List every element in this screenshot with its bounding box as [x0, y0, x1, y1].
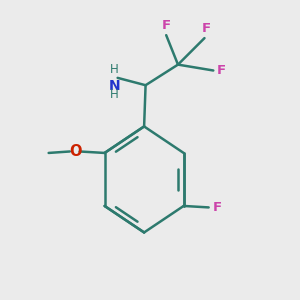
Text: F: F [162, 19, 171, 32]
Text: F: F [213, 201, 222, 214]
Text: N: N [109, 79, 121, 93]
Text: H: H [110, 88, 119, 101]
Text: F: F [201, 22, 211, 34]
Text: H: H [110, 63, 119, 76]
Text: O: O [69, 144, 81, 159]
Text: F: F [217, 64, 226, 77]
